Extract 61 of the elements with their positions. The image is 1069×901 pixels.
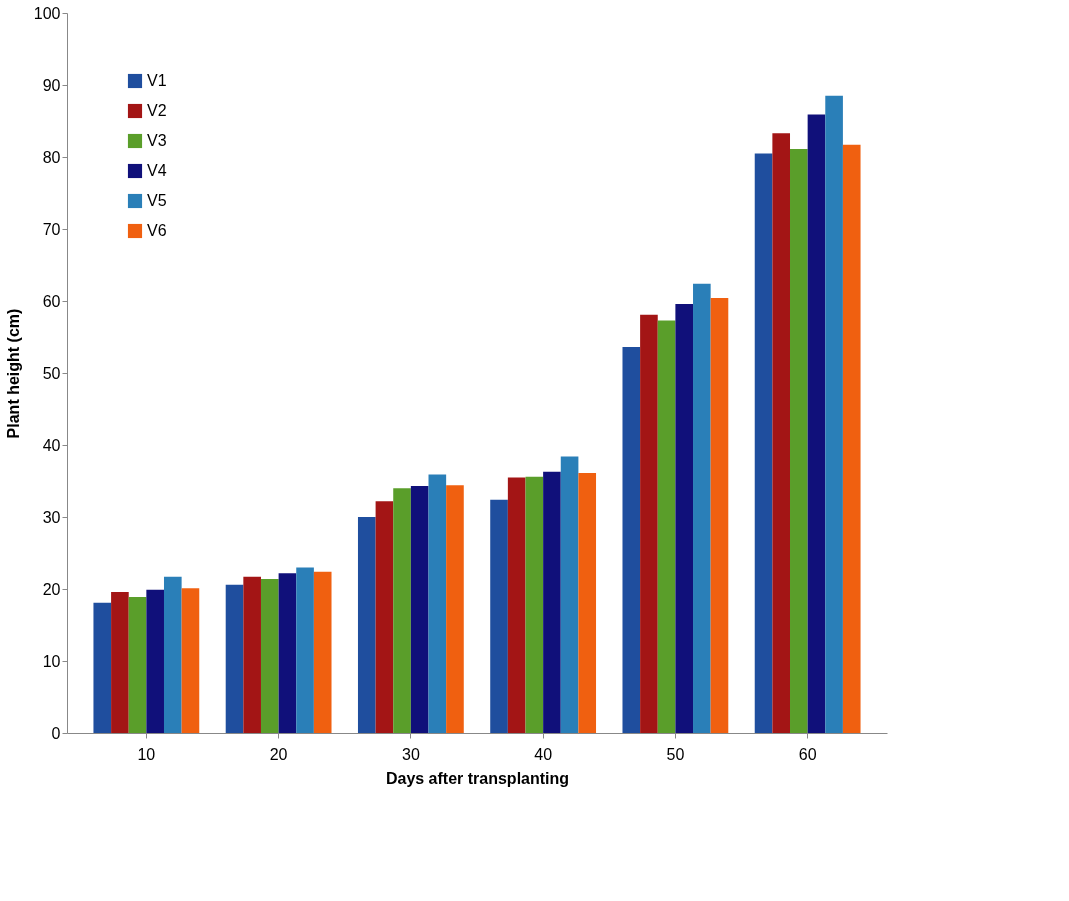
legend-label: V3 xyxy=(147,132,167,149)
bar xyxy=(807,114,826,733)
bar xyxy=(93,602,112,733)
bar xyxy=(225,584,244,733)
bar xyxy=(825,95,843,733)
bar xyxy=(181,588,200,733)
legend-label: V4 xyxy=(147,162,167,179)
bar xyxy=(111,591,129,733)
y-tick-label: 80 xyxy=(42,148,61,166)
x-axis-title: Days after transplanting xyxy=(385,769,570,787)
bar xyxy=(278,573,297,733)
y-tick-label: 20 xyxy=(42,580,61,598)
y-tick-label: 0 xyxy=(51,724,61,742)
y-tick-label: 50 xyxy=(42,364,61,382)
x-tick-label: 30 xyxy=(401,745,420,763)
x-tick-label: 20 xyxy=(269,745,288,763)
legend-label: V1 xyxy=(147,72,167,89)
bar xyxy=(507,477,526,733)
bar xyxy=(790,149,808,733)
bar xyxy=(578,473,597,733)
legend-label: V5 xyxy=(147,192,167,209)
bar xyxy=(260,578,279,733)
x-tick-label: 50 xyxy=(666,745,685,763)
bar xyxy=(375,501,394,733)
bar xyxy=(410,486,429,733)
bar xyxy=(842,144,861,733)
bar xyxy=(657,320,676,733)
y-tick-label: 90 xyxy=(42,76,61,94)
bar xyxy=(693,283,711,733)
bar xyxy=(710,298,729,733)
bar xyxy=(128,596,147,733)
bar xyxy=(313,571,332,733)
y-tick-label: 70 xyxy=(42,220,61,238)
legend-label: V6 xyxy=(147,222,167,239)
legend-label: V2 xyxy=(147,102,167,119)
bar xyxy=(543,471,561,733)
y-axis-title: Plant height (cm) xyxy=(4,308,22,439)
y-tick-label: 40 xyxy=(42,436,61,454)
bar xyxy=(357,517,376,733)
bar xyxy=(754,153,773,733)
y-tick-label: 10 xyxy=(42,652,61,670)
bar xyxy=(163,576,182,733)
x-tick-label: 60 xyxy=(798,745,817,763)
bar xyxy=(622,347,641,733)
bar xyxy=(675,303,694,733)
x-tick-label: 40 xyxy=(534,745,553,763)
bar xyxy=(428,474,447,733)
bar xyxy=(560,456,579,733)
y-tick-label: 30 xyxy=(42,508,61,526)
bar xyxy=(146,589,164,733)
bar xyxy=(525,476,544,733)
bar xyxy=(296,567,314,733)
y-tick-label: 100 xyxy=(33,4,61,22)
bar xyxy=(243,576,261,733)
y-tick-label: 60 xyxy=(42,292,61,310)
bar xyxy=(446,485,464,733)
bar xyxy=(393,488,411,733)
bar xyxy=(490,499,508,733)
bar xyxy=(640,314,658,733)
bar xyxy=(772,133,791,733)
x-tick-label: 10 xyxy=(137,745,156,763)
